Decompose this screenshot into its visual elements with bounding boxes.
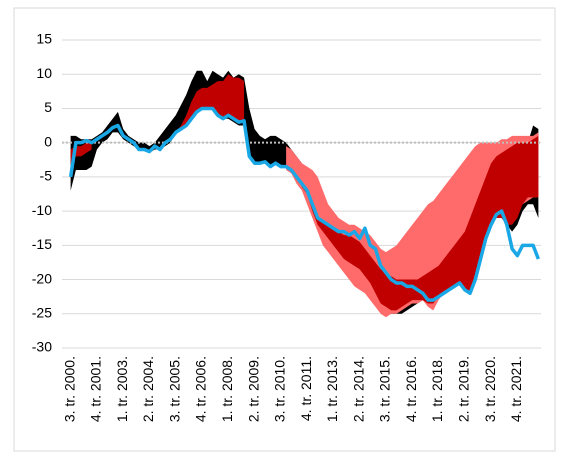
x-tick-label: 2. tr. 2004.: [140, 356, 156, 422]
x-tick-label: 1. tr. 2008.: [219, 356, 235, 422]
x-tick-label: 3. tr. 2010.: [272, 356, 288, 422]
y-tick-label: 5: [44, 99, 52, 115]
y-tick-label: -10: [32, 202, 52, 218]
x-tick-label: 4. tr. 2001.: [88, 356, 104, 422]
x-tick-label: 1. tr. 2003.: [114, 356, 130, 422]
fan-band: [175, 74, 245, 133]
x-tick-label: 3. tr. 2015.: [377, 356, 393, 422]
line: [68, 106, 541, 302]
y-tick-label: 15: [36, 31, 52, 47]
x-tick-label: 4. tr. 2016.: [403, 356, 419, 422]
x-tick-label: 1. tr. 2013.: [324, 356, 340, 422]
x-tick-label: 3. tr. 2000.: [61, 356, 77, 422]
x-tick-label: 2. tr. 2019.: [455, 356, 471, 422]
y-tick-label: 0: [44, 133, 52, 149]
y-tick-label: -25: [32, 304, 52, 320]
x-tick-label: 4. tr. 2021.: [508, 356, 524, 422]
x-tick-label: 3. tr. 2020.: [482, 356, 498, 422]
x-tick-label: 4. tr. 2011.: [298, 356, 314, 421]
y-tick-label: -15: [32, 236, 52, 252]
x-tick-label: 3. tr. 2005.: [166, 356, 182, 422]
x-tick-label: 2. tr. 2009.: [245, 356, 261, 422]
x-tick-label: 1. tr. 2018.: [429, 356, 445, 422]
y-tick-label: 10: [36, 65, 52, 81]
x-tick-label: 4. tr. 2006.: [193, 356, 209, 422]
y-tick-label: -30: [32, 339, 52, 355]
x-tick-label: 2. tr. 2014.: [350, 356, 366, 422]
fan-band: [301, 135, 539, 311]
y-tick-label: -20: [32, 270, 52, 286]
y-tick-label: -5: [40, 168, 53, 184]
